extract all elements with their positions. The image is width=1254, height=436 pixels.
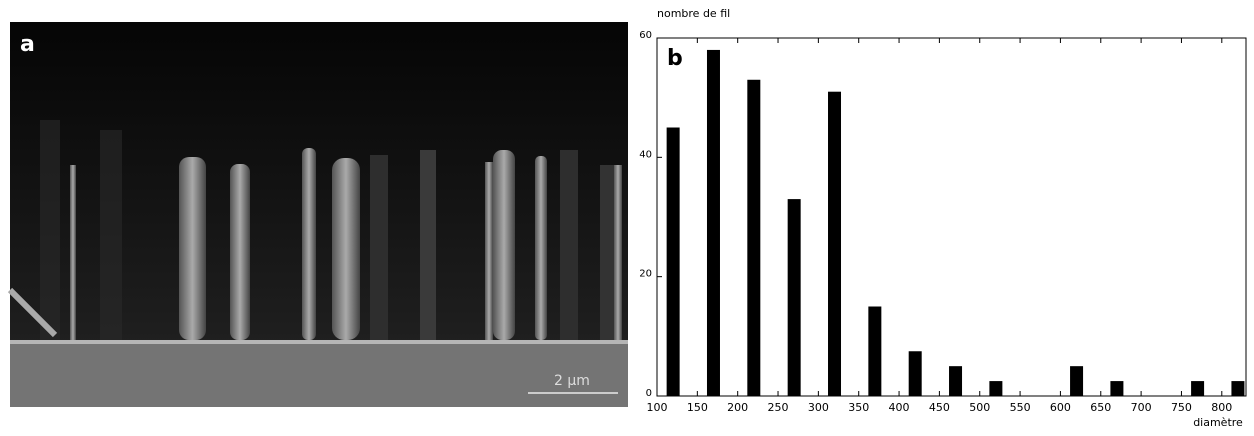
y-tick-label: 60 xyxy=(639,30,652,41)
panel-label: a xyxy=(20,32,35,57)
x-tick-label: 300 xyxy=(808,401,829,414)
x-tick-label: 600 xyxy=(1050,401,1071,414)
x-tick-label: 100 xyxy=(647,401,668,414)
bar xyxy=(706,49,720,396)
y-tick-label: 20 xyxy=(639,269,652,280)
bar xyxy=(666,127,680,396)
sem-image: 2 µm a xyxy=(7,22,628,407)
bar xyxy=(747,79,761,397)
y-tick-label: 40 xyxy=(639,149,652,160)
scale-bar-label: 2 µm xyxy=(554,373,590,389)
panel-label: b xyxy=(667,46,683,71)
x-tick-label: 700 xyxy=(1131,401,1152,414)
x-tick-label: 250 xyxy=(768,401,789,414)
x-tick-label: 150 xyxy=(687,401,708,414)
bar xyxy=(1110,381,1124,396)
x-tick-label: 350 xyxy=(848,401,869,414)
bar xyxy=(949,366,963,396)
bar xyxy=(989,381,1003,396)
x-tick-label: 750 xyxy=(1171,401,1192,414)
y-axis-label: nombre de fil xyxy=(657,7,730,20)
bar xyxy=(908,351,922,396)
x-tick-label: 500 xyxy=(969,401,990,414)
plot-frame xyxy=(656,37,1247,397)
bar xyxy=(868,306,882,396)
bar xyxy=(1070,366,1084,396)
y-tick-label: 0 xyxy=(646,388,652,399)
x-tick-label: 650 xyxy=(1090,401,1111,414)
bar xyxy=(828,91,842,396)
x-tick-label: 400 xyxy=(889,401,910,414)
bar xyxy=(787,199,801,396)
x-tick-label: 450 xyxy=(929,401,950,414)
x-axis-label: diamètre xyxy=(1193,416,1243,429)
x-tick-label: 800 xyxy=(1211,401,1232,414)
bar xyxy=(1231,381,1245,396)
x-tick-label: 550 xyxy=(1010,401,1031,414)
bar xyxy=(1191,381,1205,396)
x-tick-label: 200 xyxy=(727,401,748,414)
